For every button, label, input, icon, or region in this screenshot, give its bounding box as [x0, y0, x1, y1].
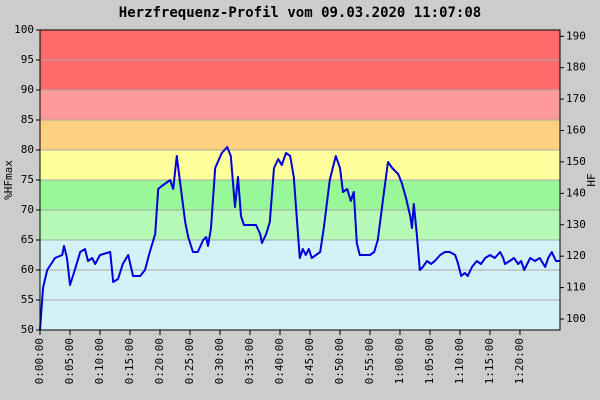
y2-tick-label: 180: [566, 61, 586, 74]
x-tick-label: 0:40:00: [273, 338, 286, 384]
y-axis-label: %HFmax: [2, 160, 15, 200]
x-tick-label: 0:25:00: [183, 338, 196, 384]
y-tick-label: 70: [21, 203, 34, 216]
y-tick-label: 60: [21, 263, 34, 276]
x-tick-label: 0:30:00: [213, 338, 226, 384]
x-tick-label: 0:35:00: [243, 338, 256, 384]
y2-axis-label: HF: [585, 173, 598, 186]
chart-title: Herzfrequenz-Profil vom 09.03.2020 11:07…: [119, 5, 481, 21]
x-tick-label: 0:50:00: [333, 338, 346, 384]
y2-tick-label: 120: [566, 249, 586, 262]
y2-tick-label: 150: [566, 155, 586, 168]
x-tick-label: 1:15:00: [483, 338, 496, 384]
y-tick-label: 100: [14, 23, 34, 36]
zone-band: [40, 210, 560, 240]
y-tick-label: 50: [21, 323, 34, 336]
y-tick-label: 65: [21, 233, 34, 246]
y-tick-label: 80: [21, 143, 34, 156]
zone-band: [40, 120, 560, 150]
y2-tick-label: 140: [566, 186, 586, 199]
y2-tick-label: 110: [566, 281, 586, 294]
y2-tick-label: 130: [566, 218, 586, 231]
y-tick-label: 90: [21, 83, 34, 96]
x-tick-label: 0:20:00: [153, 338, 166, 384]
y2-tick-label: 100: [566, 312, 586, 325]
x-tick-label: 1:00:00: [393, 338, 406, 384]
x-tick-label: 0:45:00: [303, 338, 316, 384]
zone-band: [40, 150, 560, 180]
y-tick-label: 95: [21, 53, 34, 66]
plot-border: [39, 29, 561, 331]
x-tick-label: 0:55:00: [363, 338, 376, 384]
y-tick-label: 85: [21, 113, 34, 126]
x-tick-label: 0:05:00: [63, 338, 76, 384]
y2-tick-label: 190: [566, 29, 586, 42]
x-tick-label: 0:00:00: [33, 338, 46, 384]
x-tick-label: 1:05:00: [423, 338, 436, 384]
y2-tick-label: 160: [566, 124, 586, 137]
zone-band: [40, 90, 560, 120]
x-tick-label: 0:10:00: [93, 338, 106, 384]
zone-band: [40, 180, 560, 210]
x-tick-label: 0:15:00: [123, 338, 136, 384]
y-tick-label: 75: [21, 173, 34, 186]
x-tick-label: 1:20:00: [513, 338, 526, 384]
x-tick-label: 1:10:00: [453, 338, 466, 384]
data-line: [39, 146, 561, 331]
y2-tick-label: 170: [566, 92, 586, 105]
y-tick-label: 55: [21, 293, 34, 306]
plot-area: [39, 29, 561, 331]
